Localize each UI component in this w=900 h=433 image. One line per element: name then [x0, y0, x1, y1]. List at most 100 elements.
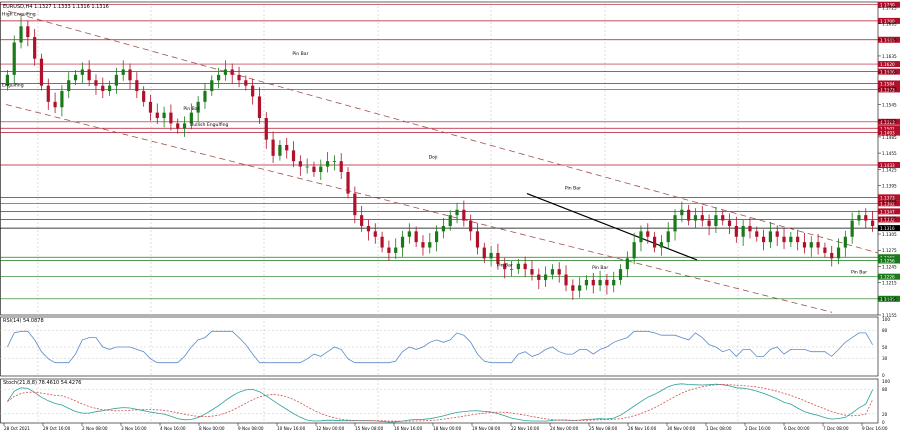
candle-body: [462, 209, 466, 221]
candle-body: [400, 236, 405, 248]
pattern-annotation: Pin Bar: [851, 269, 867, 275]
channel-lower: [5, 104, 833, 313]
time-tick-label: 18 Nov 00:00: [433, 426, 462, 431]
candle-body: [768, 231, 773, 243]
candle-body: [33, 37, 37, 59]
price-tick-label: 1.1725: [882, 5, 897, 10]
candle-body: [332, 161, 337, 162]
resistance-level-tag: [878, 61, 900, 68]
stoch-panel: 100 80 20 0: [0, 379, 890, 425]
pattern-annotation: Pin Bar: [183, 106, 199, 112]
resistance-level-tag: [878, 68, 900, 75]
pattern-annotation: High Engulfing: [2, 11, 36, 17]
candle-body: [176, 123, 180, 129]
resistance-level-label: 1.1501: [880, 126, 895, 131]
resistance-level-label: 1.1700: [880, 19, 895, 24]
candle-body: [836, 247, 841, 259]
candle-body: [578, 285, 582, 291]
price-tick-label: 1.1605: [882, 70, 897, 75]
candle-body: [67, 80, 71, 92]
current-price-label: 1.1316: [880, 226, 895, 231]
candle-body: [407, 231, 411, 237]
price-tick-label: 1.1695: [882, 22, 897, 27]
support-level-label: 1.1226: [880, 275, 895, 280]
resistance-level-label: 1.1606: [880, 70, 895, 75]
resistance-level-label: 1.1433: [880, 163, 895, 168]
price-tick-label: 1.1275: [882, 248, 897, 253]
resistance-level-label: 1.1573: [880, 87, 895, 92]
candle-body: [748, 225, 752, 232]
candle-body: [101, 85, 105, 92]
candle-body: [761, 236, 766, 243]
resistance-level-tag: [878, 208, 900, 215]
candle-body: [557, 269, 561, 275]
candle-body: [721, 215, 725, 221]
candle-body: [775, 231, 779, 237]
candle-body: [360, 215, 364, 226]
candle-body: [26, 26, 30, 38]
candle-body: [278, 145, 282, 156]
candle-body: [237, 74, 241, 81]
resistance-level-tag: [878, 86, 900, 93]
time-tick-label: 10 Nov 16:00: [277, 426, 306, 431]
candle-body: [659, 242, 664, 248]
candle-body: [598, 279, 602, 286]
channel-upper: [7, 10, 879, 254]
stoch-main-line: [7, 383, 873, 423]
price-tick-label: 1.1455: [882, 151, 897, 156]
pattern-annotation: Pin Bar: [565, 185, 581, 191]
candle-body: [816, 242, 820, 248]
candle-body: [121, 69, 125, 75]
candle-body: [516, 263, 520, 270]
candle-body: [291, 150, 296, 162]
candle-body: [652, 236, 657, 248]
price-tick-label: 1.1185: [882, 297, 897, 302]
candle-body: [714, 215, 718, 226]
candle-body: [182, 123, 187, 129]
candle-body: [128, 69, 132, 81]
resistance-level-tag: [878, 80, 900, 87]
price-tick-label: 1.1575: [882, 86, 897, 91]
candle-body: [189, 112, 193, 124]
candle-body: [319, 166, 323, 172]
candle-body: [434, 231, 439, 243]
candle-body: [687, 209, 691, 221]
pattern-annotation: Bullish Engulfing: [190, 122, 228, 128]
price-tick-label: 1.1395: [882, 183, 897, 188]
resistance-level-tag: [878, 118, 900, 125]
time-tick-label: 16 Nov 16:00: [394, 426, 423, 431]
trend-channel: [5, 10, 879, 313]
candle-body: [755, 231, 759, 237]
candle-body: [782, 236, 786, 243]
resistance-level-label: 1.1347: [880, 209, 895, 214]
candle-body: [251, 85, 255, 97]
candle-body: [843, 236, 847, 248]
time-tick-label: 8 Nov 00:00: [199, 426, 225, 431]
candle-body: [19, 26, 23, 43]
candle-body: [441, 225, 446, 232]
candle-body: [789, 236, 793, 243]
candle-body: [305, 166, 309, 168]
candle-body: [114, 74, 119, 86]
time-axis: 28 Oct 2021 29 Oct 16:00 2 Nov 08:00 3 Nov …: [3, 423, 888, 431]
time-tick-label: 9 Dec 16:00: [862, 426, 888, 431]
main-grid: [0, 1, 879, 424]
stoch-tick-label: 0: [882, 420, 885, 425]
candle-body: [257, 96, 262, 119]
stoch-header: Stoch(21,8,8) 78.4610 54.4276: [3, 380, 81, 386]
resistance-level-label: 1.1362: [880, 201, 895, 206]
resistance-level-label: 1.1620: [880, 62, 895, 67]
support-level-tag: [878, 295, 900, 302]
resistance-level-label: 1.1493: [880, 131, 895, 136]
pattern-annotation: Pin Bar: [292, 51, 308, 57]
candle-body: [482, 247, 486, 259]
price-tick-label: 1.1215: [882, 281, 897, 286]
resistance-level-label: 1.1584: [880, 81, 895, 86]
candle-body: [612, 279, 616, 286]
rsi-tick-label: 50: [882, 345, 888, 350]
support-level-tag: [878, 257, 900, 264]
candle-body: [455, 209, 459, 216]
candle-body: [448, 215, 452, 226]
candle-body: [94, 80, 98, 86]
